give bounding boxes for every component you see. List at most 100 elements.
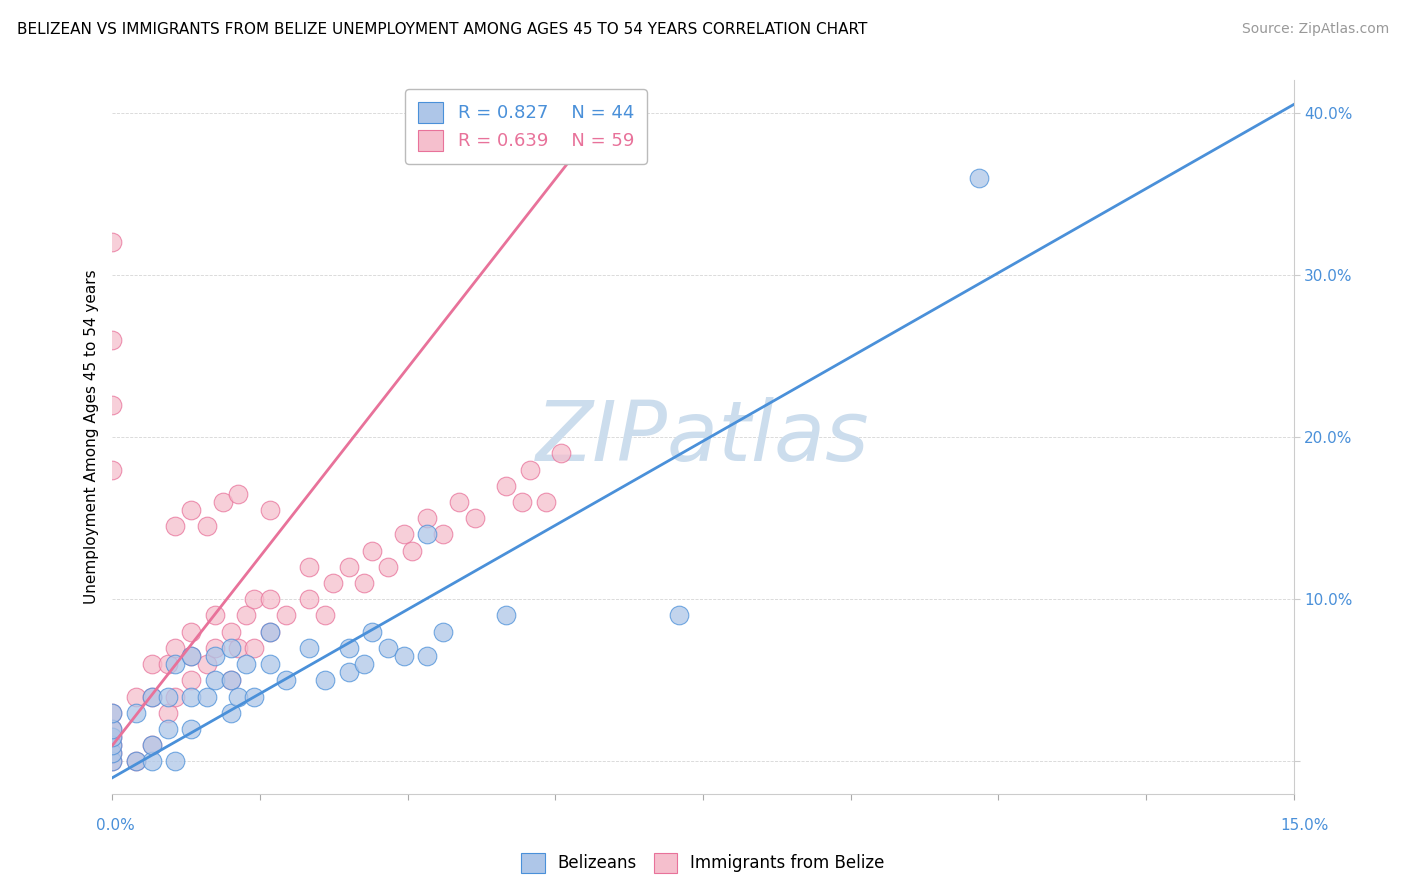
Point [156,706,179,720]
Point [550,446,572,460]
Point [195,690,218,704]
Point [337,559,360,574]
Point [392,648,415,663]
Point [298,592,321,607]
Point [101,747,124,761]
Point [180,503,202,517]
Point [165,657,187,672]
Point [243,640,266,655]
Legend: R = 0.827    N = 44, R = 0.639    N = 59: R = 0.827 N = 44, R = 0.639 N = 59 [405,89,647,163]
Point [219,640,242,655]
Point [322,576,344,591]
Point [101,738,124,752]
Point [361,624,384,639]
Point [274,673,297,688]
Point [495,479,517,493]
Point [495,608,517,623]
Point [165,640,187,655]
Point [228,487,250,501]
Point [259,592,281,607]
Point [141,755,163,769]
Point [101,730,124,744]
Point [125,755,148,769]
Point [219,673,242,688]
Point [165,690,187,704]
Point [101,235,124,250]
Point [510,495,533,509]
Point [432,527,454,541]
Point [228,640,250,655]
Text: ZIPatlas: ZIPatlas [536,397,870,477]
Point [195,657,218,672]
Point [432,624,454,639]
Point [392,527,415,541]
Point [156,657,179,672]
Point [204,673,226,688]
Point [353,657,375,672]
Point [447,495,470,509]
Point [361,543,384,558]
Point [204,640,226,655]
Point [243,690,266,704]
Point [125,690,148,704]
Point [298,640,321,655]
Point [156,722,179,736]
Text: Source: ZipAtlas.com: Source: ZipAtlas.com [1241,22,1389,37]
Point [228,690,250,704]
Point [211,495,233,509]
Point [204,648,226,663]
Point [259,624,281,639]
Point [101,706,124,720]
Point [101,738,124,752]
Point [416,527,439,541]
Point [243,592,266,607]
Point [101,722,124,736]
Point [180,673,202,688]
Point [180,690,202,704]
Point [141,738,163,752]
Point [464,511,486,525]
Point [101,755,124,769]
Point [219,706,242,720]
Point [125,706,148,720]
Point [377,640,399,655]
Point [274,608,297,623]
Point [180,722,202,736]
Y-axis label: Unemployment Among Ages 45 to 54 years: Unemployment Among Ages 45 to 54 years [83,269,98,605]
Point [337,665,360,680]
Point [401,543,423,558]
Point [259,503,281,517]
Text: 0.0%: 0.0% [96,818,135,832]
Point [101,398,124,412]
Legend: Belizeans, Immigrants from Belize: Belizeans, Immigrants from Belize [515,847,891,880]
Point [353,576,375,591]
Text: BELIZEAN VS IMMIGRANTS FROM BELIZE UNEMPLOYMENT AMONG AGES 45 TO 54 YEARS CORREL: BELIZEAN VS IMMIGRANTS FROM BELIZE UNEMP… [17,22,868,37]
Point [314,608,336,623]
Point [180,648,202,663]
Point [195,519,218,533]
Point [298,559,321,574]
Point [180,624,202,639]
Point [235,657,257,672]
Point [101,722,124,736]
Point [519,462,541,476]
Point [337,640,360,655]
Point [101,462,124,476]
Point [101,333,124,347]
Point [141,657,163,672]
Point [259,624,281,639]
Point [219,673,242,688]
Point [219,624,242,639]
Point [534,495,557,509]
Point [125,755,148,769]
Point [101,755,124,769]
Point [668,608,690,623]
Point [141,690,163,704]
Point [377,559,399,574]
Point [165,519,187,533]
Point [967,170,990,185]
Point [101,730,124,744]
Point [204,608,226,623]
Point [101,706,124,720]
Point [101,747,124,761]
